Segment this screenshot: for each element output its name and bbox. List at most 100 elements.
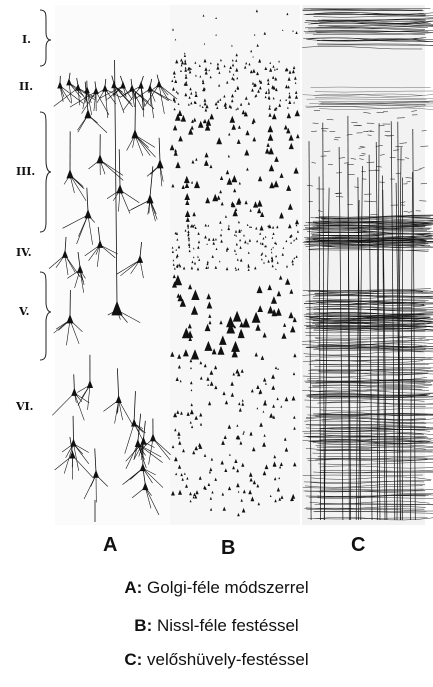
apical-dendrite [84,81,89,113]
nissl-cell [177,102,180,105]
basal-dendrite [152,438,171,455]
radial-fiber [318,176,321,521]
nissl-cell [209,164,213,169]
basal-dendrite [134,134,151,156]
nissl-cell [235,59,238,62]
nissl-cell [174,148,177,153]
nissl-cell [194,494,198,499]
radial-fiber [357,177,362,521]
nissl-cell [223,64,226,68]
basal-dendrite [52,392,75,416]
basal-dendrite [88,244,101,261]
apical-dendrite [118,149,121,188]
nissl-cell [271,236,274,239]
nissl-cell [174,231,177,235]
fiber-fragment [334,192,343,195]
apical-dendrite [111,75,115,84]
nissl-cell [187,232,190,235]
nissl-cell [292,65,296,70]
apical-dendrite [120,75,124,84]
nissl-cell [267,125,274,133]
tangential-fiber [313,15,433,18]
basal-dendrite [118,189,121,212]
nissl-cell [203,58,207,63]
tangential-fiber [313,329,433,332]
nissl-cell [271,75,275,79]
nissl-cell [184,182,190,188]
basal-dendrite [158,84,169,96]
nissl-cell [270,256,274,259]
nissl-cell [191,159,195,164]
nissl-cell [268,91,270,95]
fiber-fragment [351,122,358,124]
nissl-cell [252,68,256,73]
nissl-cell [272,65,275,68]
nissl-cell [204,108,208,112]
nissl-cell [235,67,239,72]
column-label-a: A [103,534,118,556]
nissl-cell [255,9,258,13]
nissl-cell [194,226,197,229]
basal-dendrite [119,85,142,98]
nissl-cell [194,415,198,420]
nissl-cell [287,203,293,210]
nissl-cell [212,237,215,241]
nissl-cell [209,467,213,472]
basal-dendrite [96,244,101,267]
basal-dendrite [54,455,73,471]
basal-dendrite [158,84,165,114]
nissl-cell [204,487,207,490]
nissl-cell [276,290,282,297]
nissl-cell [239,245,242,249]
fiber-fragment [411,110,417,112]
basal-dendrite [73,443,89,453]
nissl-cell [272,232,275,235]
nissl-cell [262,441,266,447]
fiber-fragment [338,157,346,159]
nissl-cell [276,67,278,70]
nissl-cell [290,234,293,237]
radial-fiber [323,187,330,521]
nissl-cell [177,464,182,469]
basal-dendrite [148,438,154,465]
basal-dendrite [74,269,81,289]
nissl-cell [190,349,200,360]
basal-dendrite [139,259,144,279]
nissl-cell [247,264,250,268]
brace-layer-i [39,9,52,67]
fiber-fragment [358,147,364,149]
tangential-fiber [319,290,433,293]
nissl-cell [244,240,247,244]
nissl-cell [212,193,219,202]
basal-dendrite [74,392,85,421]
layer-label-ii: II. [19,80,34,93]
nissl-cell [190,366,192,370]
layer-label-v: V. [19,305,30,318]
tangential-fiber [305,417,426,421]
basal-dendrite [132,134,136,148]
nissl-cell [279,462,283,466]
nissl-cell [294,95,298,99]
nissl-cell [237,125,241,129]
nissl-cell [188,249,191,253]
radial-fiber [322,122,325,521]
fiber-fragment [367,134,372,136]
basal-dendrite [90,88,106,98]
basal-dendrite [53,319,71,334]
nissl-cell [175,90,178,93]
tangential-fiber [321,421,433,424]
nissl-cell [259,242,262,245]
nissl-cell [252,55,254,58]
nissl-cell [291,260,293,263]
tangential-fiber [318,343,433,348]
basal-dendrite [48,254,66,269]
radial-fiber [347,163,352,521]
fiber-fragment [311,130,317,132]
nissl-cell [269,181,275,189]
nissl-cell [245,61,248,65]
nissl-cell [288,142,294,150]
basal-dendrite [120,259,141,277]
nissl-cell [242,317,250,328]
radial-fiber [382,189,388,521]
tangential-fiber [313,238,433,241]
